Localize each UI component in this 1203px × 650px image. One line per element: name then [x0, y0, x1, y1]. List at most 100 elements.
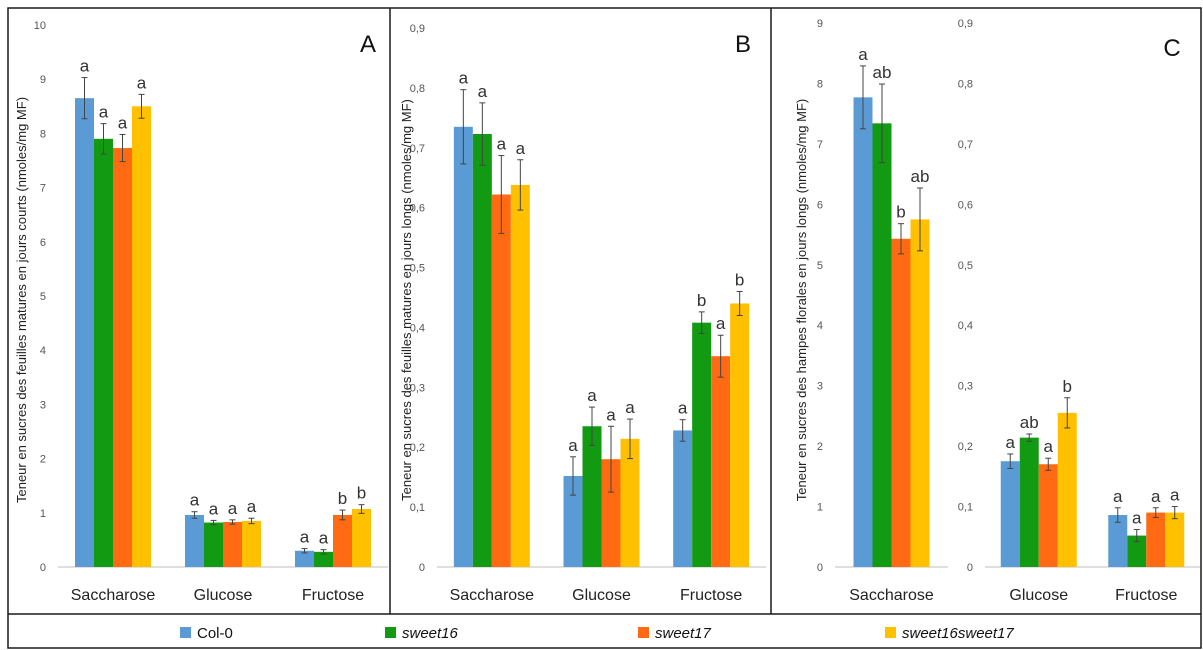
- category-label: Glucose: [194, 587, 253, 604]
- bar-Col-0-Fructose: [295, 550, 314, 567]
- significance-letter: b: [896, 203, 905, 222]
- panel-label: C: [1163, 35, 1180, 62]
- bar-Col-0-Fructose: [673, 430, 693, 567]
- y-tick-label: 8: [40, 128, 46, 140]
- legend-label: Col-0: [197, 625, 233, 642]
- legend-swatch: [385, 627, 396, 638]
- significance-letter: a: [1006, 433, 1016, 452]
- y-tick-label: 4: [817, 320, 823, 332]
- bar-Col-0-Saccharose: [453, 126, 473, 568]
- bar-sweet17-Glucose: [601, 459, 621, 567]
- significance-letter: a: [1132, 509, 1142, 528]
- y-tick-label: 0,1: [958, 502, 973, 514]
- legend: Col-0 sweet16 sweet17 sweet16sweet17: [180, 625, 1014, 642]
- y-tick-label: 7: [817, 139, 823, 151]
- significance-letter: a: [858, 45, 868, 64]
- bar-sweet16sweet17-Fructose: [352, 509, 371, 567]
- y-tick-label: 3: [817, 381, 823, 393]
- significance-letter: ab: [1020, 413, 1039, 432]
- y-tick-label: 3: [40, 399, 46, 411]
- legend-swatch: [885, 627, 896, 638]
- y-tick-label: 5: [817, 260, 823, 272]
- y-axis-label: Teneur en sucres des hampes florales en …: [794, 99, 809, 501]
- bar-Col-0-Glucose: [1000, 461, 1020, 567]
- bar-Col-0-Glucose: [563, 475, 583, 567]
- bar-sweet17-Saccharose: [113, 148, 132, 567]
- significance-letter: a: [80, 57, 90, 76]
- chart-panel-4: 00,10,20,30,40,50,60,70,80,9aababGlucose…: [958, 18, 1200, 604]
- bar-sweet17-Glucose: [223, 522, 242, 567]
- figure-border: [7, 7, 1202, 649]
- significance-letter: a: [568, 436, 578, 455]
- bar-sweet16-Saccharose: [472, 134, 492, 567]
- y-tick-label: 0,8: [410, 83, 425, 95]
- category-label: Saccharose: [849, 587, 934, 604]
- bar-sweet16sweet17-Glucose: [242, 520, 261, 567]
- significance-letter: a: [1044, 437, 1054, 456]
- y-tick-label: 0,2: [410, 442, 425, 454]
- y-tick-label: 5: [40, 291, 46, 303]
- bar-sweet17-Fructose: [1146, 512, 1166, 567]
- category-label: Saccharose: [450, 587, 535, 604]
- category-label: Saccharose: [71, 587, 156, 604]
- y-tick-label: 0,3: [410, 382, 425, 394]
- legend-label: sweet17: [655, 625, 712, 642]
- significance-letter: ab: [911, 167, 930, 186]
- y-tick-label: 0,9: [958, 18, 973, 30]
- significance-letter: ab: [873, 63, 892, 82]
- y-tick-label: 0,1: [410, 502, 425, 514]
- bar-sweet17-Fructose: [711, 356, 731, 567]
- panel-label: A: [360, 31, 376, 58]
- y-tick-label: 0,5: [410, 263, 425, 275]
- y-tick-label: 9: [40, 74, 46, 86]
- bar-sweet16sweet17-Saccharose: [910, 219, 930, 567]
- legend-item: sweet17: [638, 625, 712, 642]
- significance-letter: a: [587, 386, 597, 405]
- significance-letter: a: [319, 529, 329, 548]
- y-tick-label: 0,4: [410, 322, 425, 334]
- y-tick-label: 7: [40, 183, 46, 195]
- significance-letter: a: [137, 73, 147, 92]
- bar-sweet16sweet17-Glucose: [620, 438, 640, 567]
- legend-label: sweet16sweet17: [902, 625, 1014, 642]
- category-label: Glucose: [572, 587, 631, 604]
- y-tick-label: 0,6: [958, 199, 973, 211]
- y-tick-label: 0: [40, 562, 46, 574]
- y-tick-label: 10: [34, 20, 46, 32]
- significance-letter: a: [625, 398, 635, 417]
- bar-sweet16-Fructose: [314, 551, 333, 567]
- significance-letter: a: [497, 135, 507, 154]
- bar-Col-0-Saccharose: [853, 97, 873, 567]
- y-tick-label: 1: [817, 502, 823, 514]
- bar-sweet16sweet17-Glucose: [1057, 412, 1077, 567]
- legend-item: sweet16: [385, 625, 459, 642]
- bar-sweet16-Fructose: [692, 322, 712, 567]
- significance-letter: b: [735, 271, 744, 290]
- y-tick-label: 0,8: [958, 78, 973, 90]
- bar-sweet16-Saccharose: [872, 123, 892, 568]
- y-tick-label: 6: [817, 199, 823, 211]
- bar-sweet16-Saccharose: [94, 138, 113, 567]
- bar-sweet16sweet17-Saccharose: [132, 106, 151, 568]
- legend-swatch: [180, 627, 191, 638]
- bar-sweet16-Glucose: [204, 522, 223, 567]
- y-tick-label: 0,9: [410, 23, 425, 35]
- bar-Col-0-Fructose: [1108, 515, 1128, 567]
- significance-letter: a: [118, 113, 128, 132]
- bar-sweet16-Fructose: [1127, 535, 1147, 567]
- y-tick-label: 9: [817, 18, 823, 30]
- legend-item: Col-0: [180, 625, 233, 642]
- significance-letter: a: [1113, 487, 1123, 506]
- category-label: Fructose: [302, 587, 364, 604]
- legend-swatch: [638, 627, 649, 638]
- y-tick-label: 4: [40, 345, 46, 357]
- y-tick-label: 2: [40, 454, 46, 466]
- significance-letter: a: [516, 139, 526, 158]
- y-tick-label: 0,7: [410, 143, 425, 155]
- significance-letter: a: [459, 69, 469, 88]
